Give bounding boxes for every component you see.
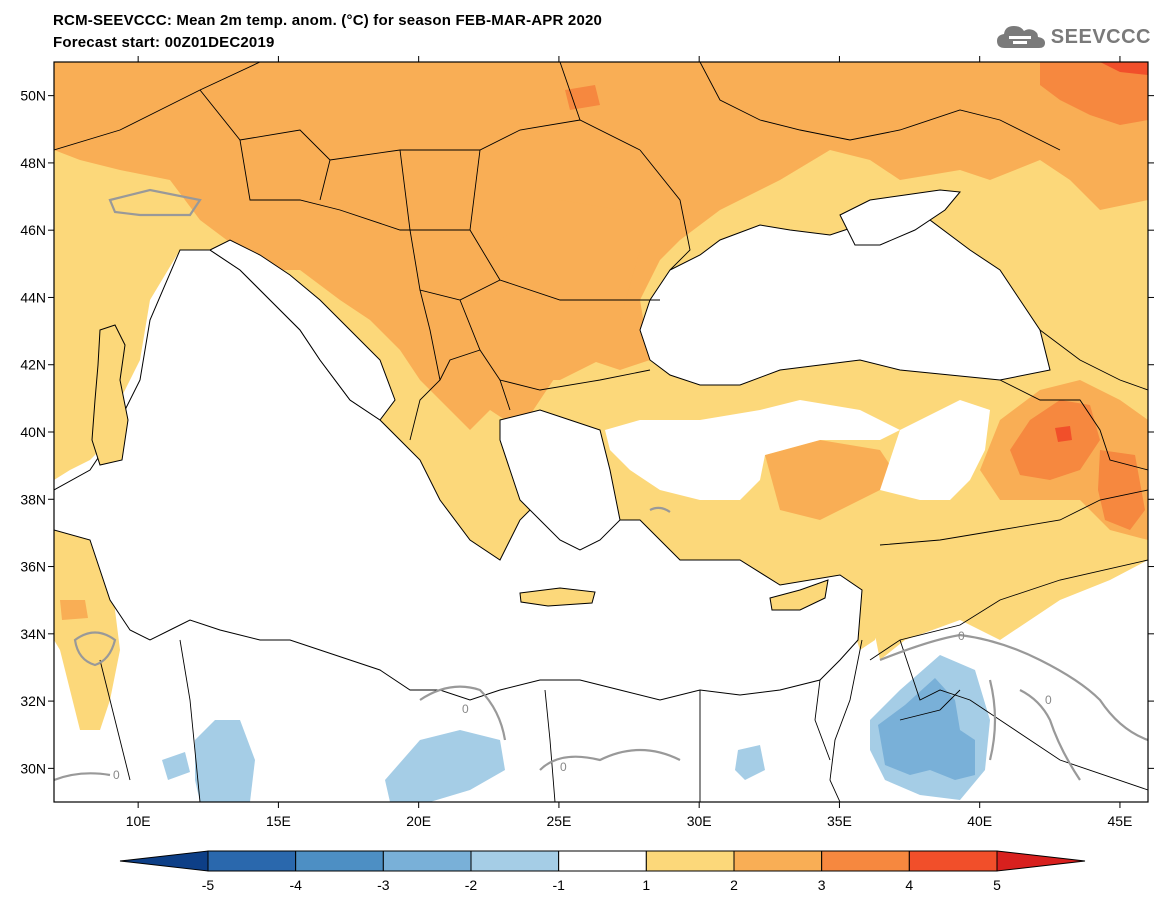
lat-tick-label: 48N xyxy=(20,155,46,171)
lat-tick-label: 44N xyxy=(20,289,46,305)
colorbar-label: -5 xyxy=(202,877,215,893)
seevccc-logo: SEEVCCC xyxy=(995,22,1151,52)
country-borders xyxy=(54,62,1148,802)
lat-tick-label: 42N xyxy=(20,357,46,373)
lon-tick-label: 30E xyxy=(687,813,712,829)
anomaly-4-5-northeast xyxy=(1100,62,1148,75)
contour-label: 0 xyxy=(113,768,120,782)
colorbar-label: 1 xyxy=(642,877,650,893)
colorbar-segment xyxy=(207,850,297,872)
anomaly-2-3-algeria xyxy=(60,600,88,620)
anomaly-3-4-caucasus xyxy=(1010,400,1100,480)
lon-tick-label: 15E xyxy=(266,813,291,829)
lon-tick-label: 10E xyxy=(126,813,151,829)
forecast-start-label: Forecast start: 00Z01DEC2019 xyxy=(53,34,275,51)
colorbar-segment xyxy=(382,850,472,872)
anomaly-3-4-dnieper xyxy=(565,85,600,110)
lon-tick-label: 35E xyxy=(827,813,852,829)
corsica-sardinia xyxy=(91,324,129,466)
lon-tick-label: 40E xyxy=(967,813,992,829)
anomaly-neg1-neg2-tunisia xyxy=(162,752,190,780)
cloud-icon xyxy=(996,26,1045,48)
colorbar-label: 3 xyxy=(818,877,826,893)
anomaly-neg1-neg2-libya-coast xyxy=(385,730,505,802)
colorbar-label: 5 xyxy=(993,877,1001,893)
logo-text: SEEVCCC xyxy=(1050,25,1151,48)
anomaly-3-4-armenia xyxy=(1098,450,1145,530)
lat-tick-label: 38N xyxy=(20,491,46,507)
adriatic-sea xyxy=(209,239,396,421)
lon-tick-label: 20E xyxy=(406,813,431,829)
colorbar-label: -2 xyxy=(465,877,478,893)
colorbar-label: 2 xyxy=(730,877,738,893)
colorbar-segment xyxy=(645,850,735,872)
anomaly-neg2-neg3-arabia xyxy=(878,678,975,780)
colorbar-label: -4 xyxy=(289,877,302,893)
aegean-sea xyxy=(499,409,621,551)
lat-tick-label: 46N xyxy=(20,222,46,238)
anomaly-4-5-caucasus xyxy=(1055,426,1072,442)
contour-label: 0 xyxy=(462,702,469,716)
colorbar-segment xyxy=(295,850,384,872)
colorbar-label: -3 xyxy=(377,877,390,893)
colorbar-segment xyxy=(470,850,560,872)
colorbar-arrow-high xyxy=(996,850,1086,872)
colorbar-label: -1 xyxy=(552,877,565,893)
contour-label: 0 xyxy=(958,629,965,643)
anomaly-neg1-neg2-libya-west xyxy=(195,720,255,802)
anomaly-neg1-neg2-egypt xyxy=(735,745,765,780)
black-sea xyxy=(639,194,1051,386)
colorbar-segment xyxy=(821,850,910,872)
contour-labels: 0 0 0 0 0 xyxy=(113,629,1052,782)
cyprus-island xyxy=(769,579,829,611)
map-title: RCM-SEEVCCC: Mean 2m temp. anom. (°C) fo… xyxy=(53,12,603,29)
anomaly-2-3-anatolia xyxy=(765,440,900,520)
colorbar: -5 -4 -3 -2 -1 1 2 3 4 5 xyxy=(119,850,1086,893)
lon-tick-label: 25E xyxy=(546,813,571,829)
map-field: 0 0 0 0 0 xyxy=(54,62,1148,802)
azov-sea xyxy=(839,189,961,246)
lat-tick-label: 36N xyxy=(20,559,46,575)
crete-island xyxy=(519,587,596,607)
near-zero-east-turkey xyxy=(880,400,990,500)
near-zero-anatolia xyxy=(605,400,900,500)
colorbar-arrow-low xyxy=(119,850,209,872)
colorbar-label: 4 xyxy=(905,877,913,893)
longitude-axis: 10E 15E 20E 25E 30E 35E 40E 45E xyxy=(126,56,1132,829)
lat-tick-label: 32N xyxy=(20,693,46,709)
lon-tick-label: 45E xyxy=(1107,813,1132,829)
lat-tick-label: 50N xyxy=(20,88,46,104)
contour-label: 0 xyxy=(1045,693,1052,707)
lat-tick-label: 30N xyxy=(20,760,46,776)
anomaly-3-4-northeast xyxy=(1040,62,1148,125)
colorbar-segment xyxy=(908,850,998,872)
colorbar-segment xyxy=(733,850,823,872)
lat-tick-label: 34N xyxy=(20,626,46,642)
lat-tick-label: 40N xyxy=(20,424,46,440)
colorbar-segment xyxy=(558,850,647,872)
contour-label: 0 xyxy=(560,760,567,774)
latitude-axis: 50N 48N 46N 44N 42N 40N 38N 36N 34N 32N 30N xyxy=(20,88,1154,776)
